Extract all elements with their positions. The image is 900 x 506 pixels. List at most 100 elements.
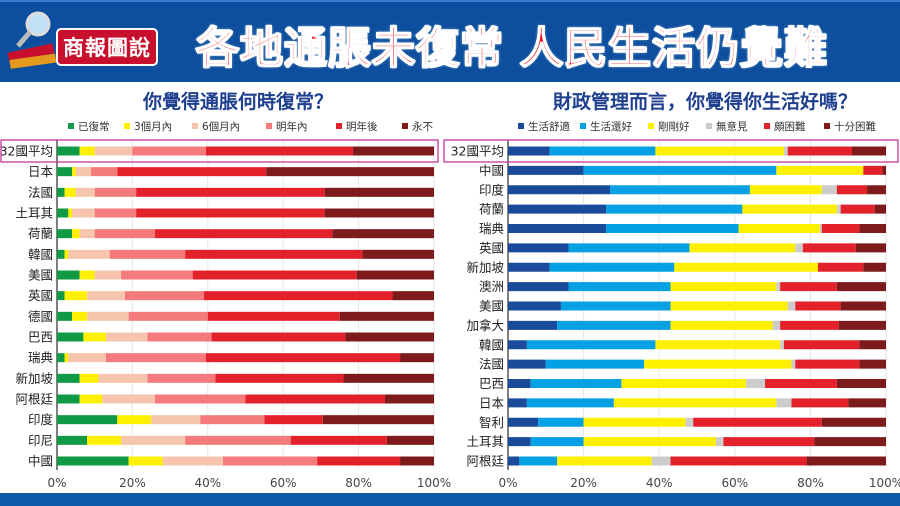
bar-segment (339, 311, 434, 321)
bar-row: 日本 (479, 395, 886, 410)
bar-segment (795, 243, 803, 253)
category-label: 法國 (28, 185, 53, 200)
bar-segment (644, 359, 792, 369)
bar-segment (136, 208, 325, 218)
category-label: 美國 (28, 268, 53, 283)
bar-segment (207, 311, 340, 321)
bar-segment (613, 398, 777, 408)
bar-segment (780, 282, 837, 292)
bar-segment (109, 249, 186, 259)
bar-segment (610, 185, 750, 195)
bar-segment (57, 270, 80, 280)
category-label: 智利 (479, 415, 504, 430)
bar-segment (526, 398, 614, 408)
bar-segment (87, 435, 122, 445)
bar-segment (87, 291, 125, 301)
bar-segment (819, 224, 822, 233)
bar-segment (583, 165, 777, 175)
bar-segment (689, 243, 796, 253)
category-label: 印尼 (28, 433, 53, 448)
bar-segment (117, 167, 267, 177)
bar-segment (874, 204, 886, 214)
bar-segment (508, 146, 550, 156)
bar-segment (332, 229, 434, 239)
bar-segment (352, 146, 434, 156)
bar-segment (57, 311, 73, 321)
bar-segment (738, 224, 820, 233)
category-label: 32國平均 (0, 144, 53, 159)
bar-segment (863, 165, 883, 175)
bar-row: 日本 (28, 164, 434, 179)
category-label: 土耳其 (15, 206, 53, 221)
bar-segment (526, 340, 656, 350)
bar-segment (655, 146, 784, 156)
bar-segment (780, 320, 839, 330)
bar-segment (205, 146, 353, 156)
bar-segment (859, 359, 886, 369)
highlight-box (0, 139, 439, 163)
bar-segment (68, 208, 73, 218)
legend-label: 無意見 (716, 120, 748, 133)
main-title: 各地通脹未復常 人民生活仍覺難 (195, 23, 828, 75)
bar-row: 德國 (28, 309, 434, 324)
legend-label: 生活還好 (590, 120, 632, 133)
bar-segment (200, 415, 265, 425)
bar-segment (121, 270, 193, 280)
legend-swatch (336, 123, 342, 129)
bar-row: 韓國 (28, 247, 434, 262)
bar-segment (765, 379, 837, 388)
bar-segment (64, 187, 76, 197)
bar-segment (155, 229, 333, 239)
bar-segment (802, 243, 856, 253)
category-label: 韓國 (28, 247, 53, 262)
legend-label: 生活舒適 (528, 120, 570, 133)
bar-segment (94, 229, 156, 239)
bar-segment (185, 249, 363, 259)
bar-segment (75, 187, 95, 197)
legend-swatch (68, 123, 74, 129)
x-tick-label: 80% (797, 476, 824, 490)
bar-segment (322, 415, 434, 425)
bar-segment (94, 270, 122, 280)
bar-segment (557, 320, 671, 330)
bar-segment (508, 243, 569, 253)
bar-segment (211, 332, 346, 342)
bar-segment (814, 437, 886, 447)
x-tick-label: 40% (646, 476, 673, 490)
bar-segment (583, 417, 686, 427)
bar-segment (776, 398, 792, 408)
bar-segment (147, 373, 216, 383)
legend-swatch (648, 123, 654, 129)
bar-segment (817, 262, 864, 272)
bar-segment (245, 394, 385, 404)
bar-segment (147, 332, 212, 342)
bar-segment (57, 249, 65, 259)
bar-segment (674, 262, 818, 272)
legend-label: 明年內 (276, 120, 308, 133)
bar-segment (851, 146, 886, 156)
bar-segment (776, 165, 864, 175)
bar-segment (106, 353, 206, 363)
bar-segment (57, 435, 88, 445)
legend-swatch (706, 123, 712, 129)
bar-segment (746, 379, 766, 388)
bar-segment (290, 435, 387, 445)
bar-segment (400, 353, 434, 363)
bar-segment (185, 435, 291, 445)
bar-segment (508, 204, 607, 214)
x-tick-label: 0% (47, 476, 66, 490)
legend-label: 剛剛好 (658, 121, 690, 133)
category-label: 韓國 (479, 337, 504, 352)
bar-segment (324, 187, 434, 197)
bar-row: 英國 (28, 288, 434, 303)
x-tick-label: 60% (270, 476, 297, 490)
bar-row: 瑞典 (479, 221, 886, 236)
bar-segment (836, 282, 886, 292)
bar-segment (392, 291, 434, 301)
bar-segment (57, 415, 118, 425)
legend-label: 明年後 (346, 120, 378, 133)
bar-row: 阿根廷 (15, 392, 434, 407)
bar-segment (795, 301, 841, 311)
bar-segment (859, 224, 886, 233)
